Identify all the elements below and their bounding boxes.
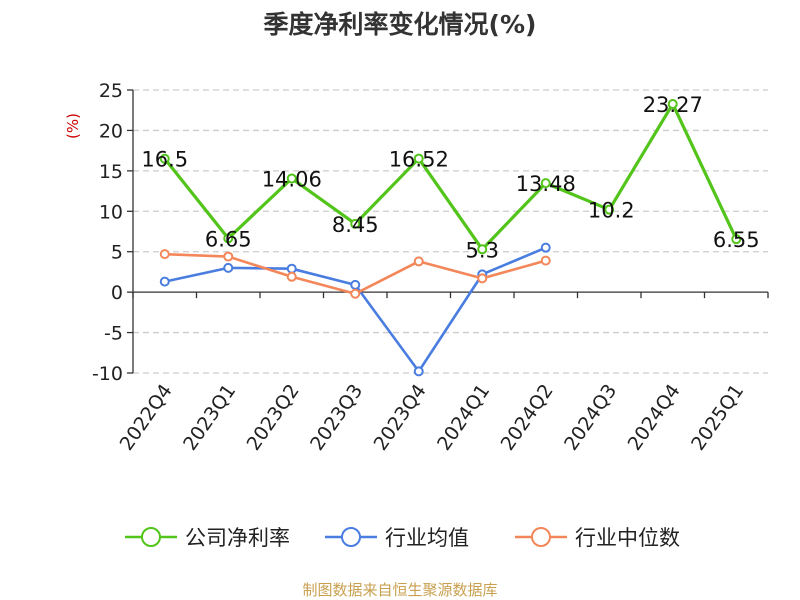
data-point — [286, 263, 297, 274]
data-point — [350, 279, 361, 290]
data-point — [159, 153, 170, 164]
data-label: 14.06 — [262, 167, 322, 191]
y-tick-label: -10 — [92, 363, 123, 385]
x-tick-label: 2024Q4 — [624, 380, 685, 454]
data-label: 6.55 — [713, 228, 760, 252]
legend-marker — [531, 527, 551, 547]
chart-title: 季度净利率变化情况(%) — [264, 10, 537, 39]
x-tick-label: 2023Q4 — [370, 380, 431, 454]
source-note: 制图数据来自恒生聚源数据库 — [302, 581, 497, 599]
y-tick-label: 10 — [99, 201, 123, 223]
data-label: 6.65 — [205, 227, 252, 251]
data-label: 16.52 — [389, 148, 449, 172]
data-point — [350, 218, 361, 229]
series-line-company — [163, 102, 738, 251]
series-line-industry-mean — [164, 246, 547, 373]
y-tick-label: 15 — [99, 161, 123, 183]
data-point — [223, 233, 234, 244]
x-tick-label: 2023Q1 — [179, 380, 240, 454]
legend-label: 行业中位数 — [575, 526, 680, 550]
y-tick-label: 0 — [111, 282, 123, 304]
legend-marker — [141, 527, 161, 547]
data-point — [731, 234, 742, 245]
data-point — [286, 173, 297, 184]
legend-label: 行业均值 — [385, 526, 469, 550]
data-point — [413, 153, 424, 164]
y-axis-label: (%) — [64, 113, 82, 139]
x-tick-label: 2023Q3 — [306, 380, 367, 454]
legend-marker — [341, 527, 361, 547]
x-tick-label: 2024Q2 — [497, 380, 558, 454]
x-tick-label: 2023Q2 — [243, 380, 304, 454]
x-tick-label: 2022Q4 — [116, 380, 177, 454]
data-point — [667, 98, 678, 109]
data-point — [540, 255, 551, 266]
y-tick-label: -5 — [104, 323, 123, 345]
y-tick-label: 5 — [111, 242, 123, 264]
x-tick-label: 2024Q1 — [433, 380, 494, 454]
data-label: 8.45 — [332, 213, 379, 237]
data-point — [223, 251, 234, 262]
data-label: 23.27 — [643, 93, 703, 117]
data-label: 16.5 — [141, 148, 188, 172]
data-point — [350, 288, 361, 299]
data-point — [604, 204, 615, 215]
data-point — [413, 256, 424, 267]
y-tick-label: 25 — [99, 80, 123, 102]
data-point — [540, 178, 551, 189]
x-tick-label: 2024Q3 — [560, 380, 621, 454]
legend-label: 公司净利率 — [185, 526, 290, 550]
data-point — [477, 244, 488, 255]
data-point — [159, 249, 170, 260]
data-point — [223, 262, 234, 273]
y-tick-label: 20 — [99, 120, 123, 142]
data-label: 5.3 — [466, 238, 499, 262]
data-point — [413, 366, 424, 377]
x-tick-label: 2025Q1 — [687, 380, 748, 454]
data-label: 10.2 — [588, 199, 635, 223]
data-point — [159, 276, 170, 287]
data-point — [477, 273, 488, 284]
data-point — [540, 242, 551, 253]
data-point — [286, 271, 297, 282]
data-label: 13.48 — [516, 172, 576, 196]
